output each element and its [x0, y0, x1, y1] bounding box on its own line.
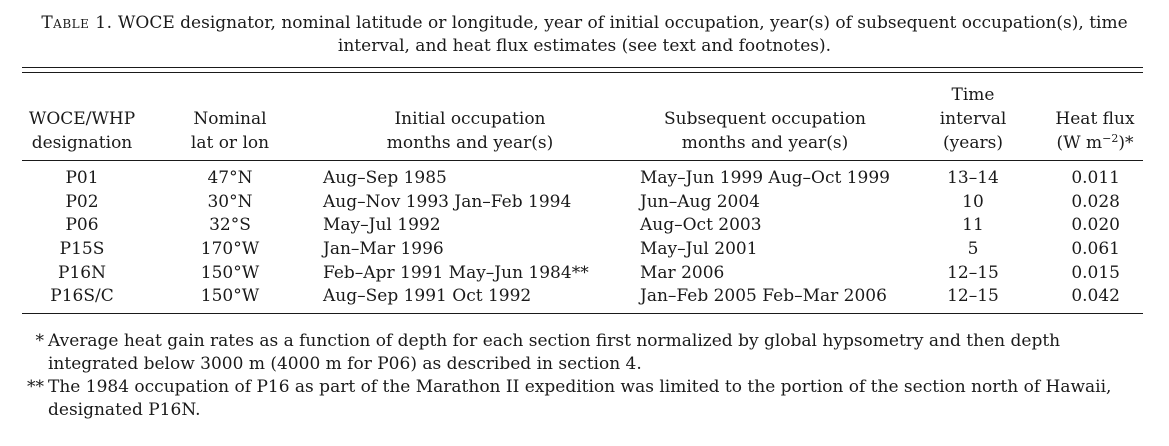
header-heat-flux: Heat flux (W m−2)* — [1040, 107, 1150, 155]
cell-initial: Feb–Apr 1991 May–Jun 1984** — [323, 263, 589, 283]
top-rule-double — [22, 72, 1143, 74]
footnote-text: Average heat gain rates as a function of… — [48, 331, 1061, 374]
cell-initial: Aug–Sep 1991 Oct 1992 — [323, 286, 532, 306]
cell-subsequent: May–Jul 2001 — [640, 239, 758, 259]
header-interval: Time interval (years) — [920, 83, 1026, 155]
cell-heat-flux: 0.011 — [1071, 168, 1120, 188]
bottom-rule — [22, 313, 1143, 314]
header-rule — [22, 160, 1143, 161]
cell-lat-lon: 32°S — [209, 215, 251, 235]
cell-heat-flux: 0.020 — [1071, 215, 1120, 235]
cell-designation: P02 — [65, 192, 99, 212]
cell-initial: May–Jul 1992 — [323, 215, 441, 235]
header-subsequent-line2: months and year(s) — [681, 133, 849, 153]
cell-designation: P16S/C — [50, 286, 114, 306]
header-interval-line2: interval — [939, 109, 1007, 129]
cell-interval: 13–14 — [947, 168, 999, 188]
header-heat-flux-line1: Heat flux — [1055, 109, 1135, 129]
cell-designation: P16N — [58, 263, 106, 283]
cell-lat-lon: 150°W — [200, 263, 260, 283]
table-caption: Table 1. WOCE designator, nominal latitu… — [20, 12, 1149, 58]
header-initial-line1: Initial occupation — [394, 109, 546, 129]
cell-subsequent: Aug–Oct 2003 — [640, 215, 762, 235]
table-label: Table 1. — [41, 13, 113, 33]
cell-designation: P06 — [65, 215, 99, 235]
cell-interval: 10 — [962, 192, 984, 212]
cell-heat-flux: 0.028 — [1071, 192, 1120, 212]
cell-subsequent: May–Jun 1999 Aug–Oct 1999 — [640, 168, 890, 188]
table-caption-text: WOCE designator, nominal latitude or lon… — [117, 13, 1128, 56]
footnote-mark: ** — [27, 377, 44, 397]
header-interval-line1: Time — [951, 85, 995, 105]
cell-heat-flux: 0.015 — [1071, 263, 1120, 283]
header-heat-flux-exponent: −2 — [1102, 132, 1119, 145]
header-heat-flux-line2: (W m−2)* — [1040, 131, 1150, 155]
header-designation-line1: WOCE/WHP — [28, 109, 136, 129]
cell-interval: 5 — [967, 239, 979, 259]
footnote-mark: * — [35, 331, 45, 351]
header-subsequent: Subsequent occupation months and year(s) — [640, 107, 890, 155]
cell-lat-lon: 30°N — [207, 192, 253, 212]
header-heat-flux-mark: )* — [1118, 133, 1134, 153]
cell-heat-flux: 0.061 — [1071, 239, 1120, 259]
cell-interval: 12–15 — [947, 263, 999, 283]
header-heat-flux-unit: (W m — [1056, 133, 1103, 153]
footnote-text: The 1984 occupation of P16 as part of th… — [48, 377, 1112, 420]
cell-initial: Jan–Mar 1996 — [323, 239, 444, 259]
cell-lat-lon: 150°W — [200, 286, 260, 306]
header-initial: Initial occupation months and year(s) — [330, 107, 610, 155]
cell-initial: Aug–Nov 1993 Jan–Feb 1994 — [323, 192, 572, 212]
cell-lat-lon: 47°N — [207, 168, 253, 188]
cell-designation: P01 — [65, 168, 99, 188]
cell-initial: Aug–Sep 1985 — [323, 168, 447, 188]
cell-subsequent: Jan–Feb 2005 Feb–Mar 2006 — [640, 286, 887, 306]
header-lat-lon: Nominal lat or lon — [172, 107, 288, 155]
header-lat-lon-line1: Nominal — [193, 109, 267, 129]
cell-subsequent: Mar 2006 — [640, 263, 725, 283]
cell-interval: 11 — [962, 215, 984, 235]
cell-subsequent: Jun–Aug 2004 — [640, 192, 760, 212]
header-initial-line2: months and year(s) — [386, 133, 554, 153]
header-lat-lon-line2: lat or lon — [190, 133, 270, 153]
cell-designation: P15S — [59, 239, 105, 259]
top-rule — [22, 67, 1143, 69]
header-designation: WOCE/WHP designation — [22, 107, 142, 155]
cell-lat-lon: 170°W — [200, 239, 260, 259]
header-designation-line2: designation — [31, 133, 133, 153]
cell-interval: 12–15 — [947, 286, 999, 306]
header-interval-line3: (years) — [943, 133, 1003, 153]
header-subsequent-line1: Subsequent occupation — [663, 109, 867, 129]
cell-heat-flux: 0.042 — [1071, 286, 1120, 306]
